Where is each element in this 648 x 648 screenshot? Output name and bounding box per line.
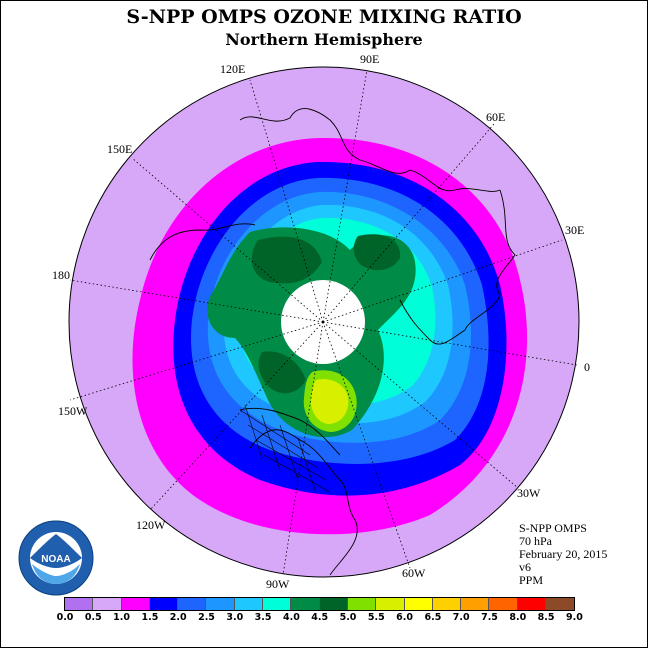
colorbar-segment [376, 598, 405, 610]
colorbar [64, 597, 576, 611]
colorbar-tick-label: 5.0 [339, 612, 357, 623]
lon-label-30w: 30W [517, 486, 541, 500]
lon-label-90e: 90E [360, 52, 380, 66]
lon-label-120e: 120E [220, 62, 246, 76]
colorbar-tick-label: 6.5 [424, 612, 442, 623]
coastlines [149, 108, 516, 576]
colorbar-segment [347, 598, 377, 610]
ozone-field [132, 137, 528, 535]
colorbar-tick-label: 8.5 [537, 612, 555, 623]
colorbar-tick-label: 3.0 [226, 612, 244, 623]
graticule [69, 69, 578, 576]
colorbar-tick-label: 3.5 [254, 612, 272, 623]
colorbar-tick-label: 4.0 [282, 612, 300, 623]
contour-band-4-5 [251, 234, 401, 394]
lon-label-120w: 120W [136, 518, 166, 532]
colorbar-tick-label: 9.0 [565, 612, 583, 623]
colorbar-segment [121, 598, 150, 610]
lon-label-60w: 60W [402, 566, 426, 580]
colorbar-segment [404, 598, 433, 610]
colorbar-tick-label: 0.0 [56, 612, 74, 623]
noaa-logo-text: NOAA [41, 554, 70, 565]
lon-label-150w: 150W [58, 404, 88, 418]
colorbar-segment [206, 598, 235, 610]
colorbar-segment [461, 598, 490, 610]
colorbar-segment [149, 598, 179, 610]
info-block: S-NPP OMPS 70 hPa February 20, 2015 v6 P… [519, 522, 607, 587]
colorbar-tick-label: 6.0 [396, 612, 414, 623]
info-instrument: S-NPP OMPS [519, 521, 587, 535]
contour-band-6-0 [310, 378, 349, 424]
colorbar-tick-label: 1.5 [141, 612, 159, 623]
colorbar-tick-label: 7.0 [452, 612, 470, 623]
colorbar-segment [291, 598, 320, 610]
colorbar-segment [319, 598, 348, 610]
lon-label-150e: 150E [107, 142, 133, 156]
noaa-logo-icon: NOAA [18, 520, 94, 596]
lon-label-180: 180 [52, 268, 70, 282]
info-version: v6 [519, 560, 531, 574]
colorbar-tick-label: 2.0 [169, 612, 187, 623]
info-units: PPM [519, 573, 544, 587]
lon-label-0: 0 [584, 360, 590, 374]
map-title: S-NPP OMPS OZONE MIXING RATIO [126, 6, 522, 28]
colorbar-tick-label: 8.0 [509, 612, 527, 623]
colorbar-segment [432, 598, 462, 610]
colorbar-tick-label: 0.5 [84, 612, 102, 623]
lon-label-30e: 30E [565, 223, 585, 237]
colorbar-segment [489, 598, 518, 610]
us-grid [239, 404, 331, 493]
colorbar-segment [546, 598, 575, 610]
info-date: February 20, 2015 [519, 547, 608, 561]
colorbar-tick-label: 4.5 [311, 612, 329, 623]
colorbar-segment [178, 598, 207, 610]
colorbar-tick-label: 1.0 [113, 612, 131, 623]
colorbar-tick-label: 2.5 [198, 612, 215, 623]
colorbar-segment [263, 598, 292, 610]
colorbar-ticks: 0.0 0.5 1.0 1.5 2.0 2.5 3.0 3.5 4.0 4.5 5.0 5.5 6.0 6… [0, 612, 648, 626]
colorbar-segment [517, 598, 547, 610]
lon-label-60e: 60E [486, 110, 506, 124]
colorbar-tick-label: 5.5 [367, 612, 385, 623]
map-subtitle: Northern Hemisphere [225, 30, 423, 49]
colorbar-tick-label: 7.5 [481, 612, 498, 623]
colorbar-segment [93, 598, 122, 610]
lon-label-90w: 90W [266, 577, 290, 591]
colorbar-segment [234, 598, 264, 610]
info-pressure: 70 hPa [519, 534, 552, 548]
colorbar-segment [65, 598, 94, 610]
